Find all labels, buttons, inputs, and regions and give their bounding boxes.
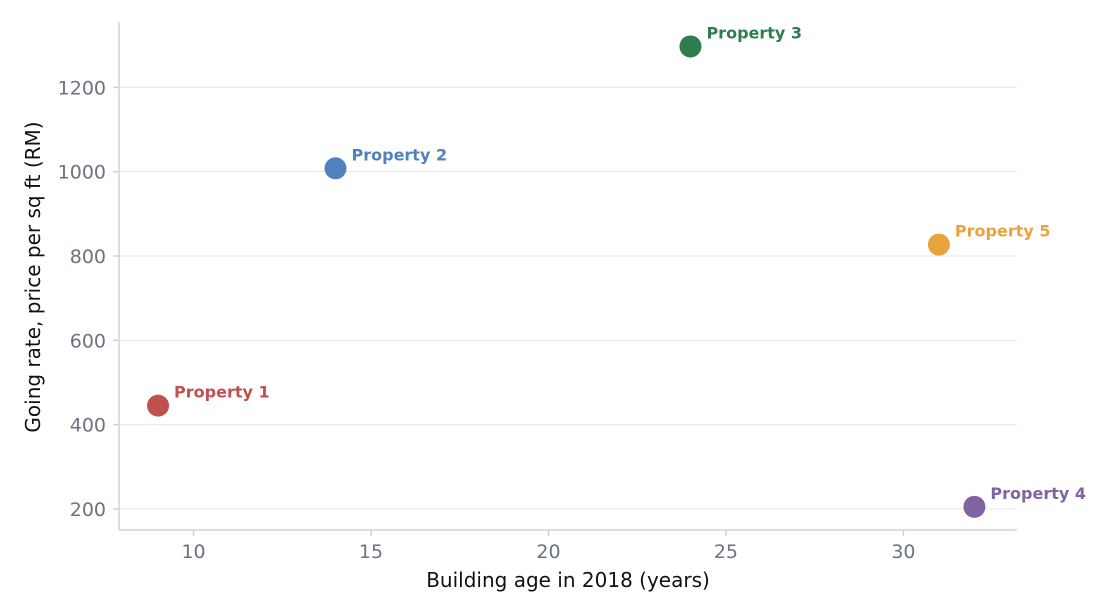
- point-label: Property 4: [990, 484, 1086, 503]
- point-marker: [147, 394, 170, 417]
- data-point: Property 5: [927, 222, 1051, 256]
- data-point: Property 1: [147, 383, 270, 417]
- data-point: Property 3: [679, 23, 802, 58]
- data-point: Property 2: [324, 145, 448, 180]
- x-tick-label: 20: [536, 541, 560, 563]
- grid-lines: [119, 86, 1017, 510]
- y-tick-label: 600: [70, 330, 106, 352]
- point-label: Property 1: [174, 383, 270, 402]
- y-tick-label: 1000: [58, 162, 106, 184]
- axes: [118, 22, 1017, 531]
- x-tick-label: 15: [359, 541, 383, 563]
- x-axis-ticks: 10 15 20 25 30: [181, 530, 916, 563]
- point-marker: [927, 233, 950, 256]
- x-axis-title: Building age in 2018 (years): [426, 568, 710, 592]
- point-marker: [963, 495, 986, 518]
- y-axis-title: Going rate, price per sq ft (RM): [21, 121, 45, 432]
- point-marker: [324, 157, 347, 180]
- point-marker: [679, 35, 702, 58]
- y-tick-label: 400: [70, 415, 106, 437]
- y-tick-label: 800: [70, 246, 106, 268]
- x-tick-label: 10: [181, 541, 205, 563]
- x-tick-label: 30: [891, 541, 915, 563]
- y-tick-label: 200: [70, 499, 106, 521]
- data-points: Property 1 Property 2 Property 3 Property 4…: [147, 23, 1086, 518]
- point-label: Property 3: [706, 23, 802, 42]
- point-label: Property 2: [352, 145, 448, 164]
- point-label: Property 5: [955, 222, 1051, 241]
- data-point: Property 4: [963, 484, 1086, 518]
- y-tick-label: 1200: [58, 77, 106, 99]
- y-axis-ticks: 200 400 600 800 1000 1200: [58, 77, 119, 521]
- x-tick-label: 25: [714, 541, 738, 563]
